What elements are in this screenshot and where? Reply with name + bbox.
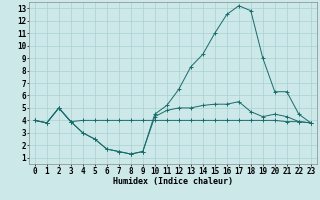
X-axis label: Humidex (Indice chaleur): Humidex (Indice chaleur) (113, 177, 233, 186)
